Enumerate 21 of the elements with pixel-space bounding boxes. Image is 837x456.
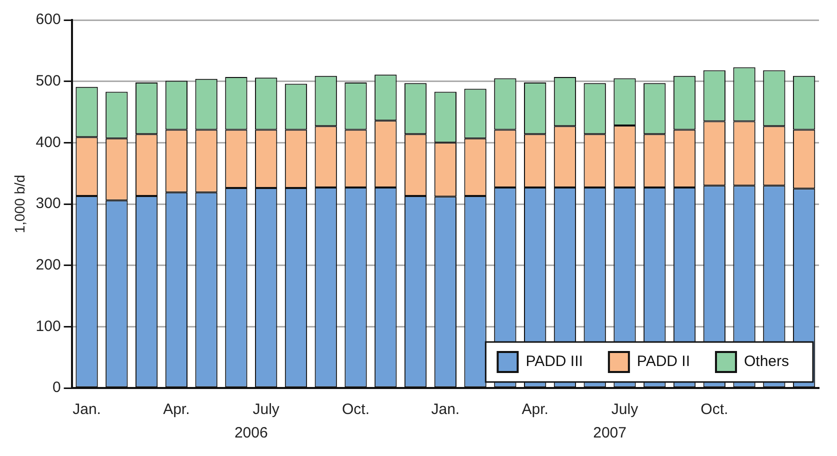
x-tick-label: Apr. <box>522 401 548 418</box>
x-tick-label: July <box>252 401 280 418</box>
y-tick-label: 200 <box>36 256 61 274</box>
y-tick-label: 100 <box>36 318 61 335</box>
legend-label: PADD II <box>636 353 690 370</box>
y-tick-label: 0 <box>52 379 61 396</box>
legend-label: PADD III <box>526 353 583 370</box>
legend-label: Others <box>744 353 789 370</box>
y-tick-label: 300 <box>36 195 61 212</box>
y-tick-label: 400 <box>36 134 61 151</box>
y-tick-label: 600 <box>36 11 61 28</box>
x-tick-label: Jan. <box>72 401 101 418</box>
text: 2007 <box>593 424 626 442</box>
x-tick-label: Apr. <box>163 401 190 418</box>
text: 2006 <box>234 424 268 442</box>
y-axis-title: 1,000 b/d <box>11 174 28 234</box>
y-tick-label: 500 <box>36 72 61 90</box>
x-tick-label: Oct. <box>342 401 370 418</box>
x-tick-label: July <box>611 401 639 418</box>
x-tick-label: Jan. <box>431 401 460 418</box>
x-tick-label: Oct. <box>700 401 728 418</box>
